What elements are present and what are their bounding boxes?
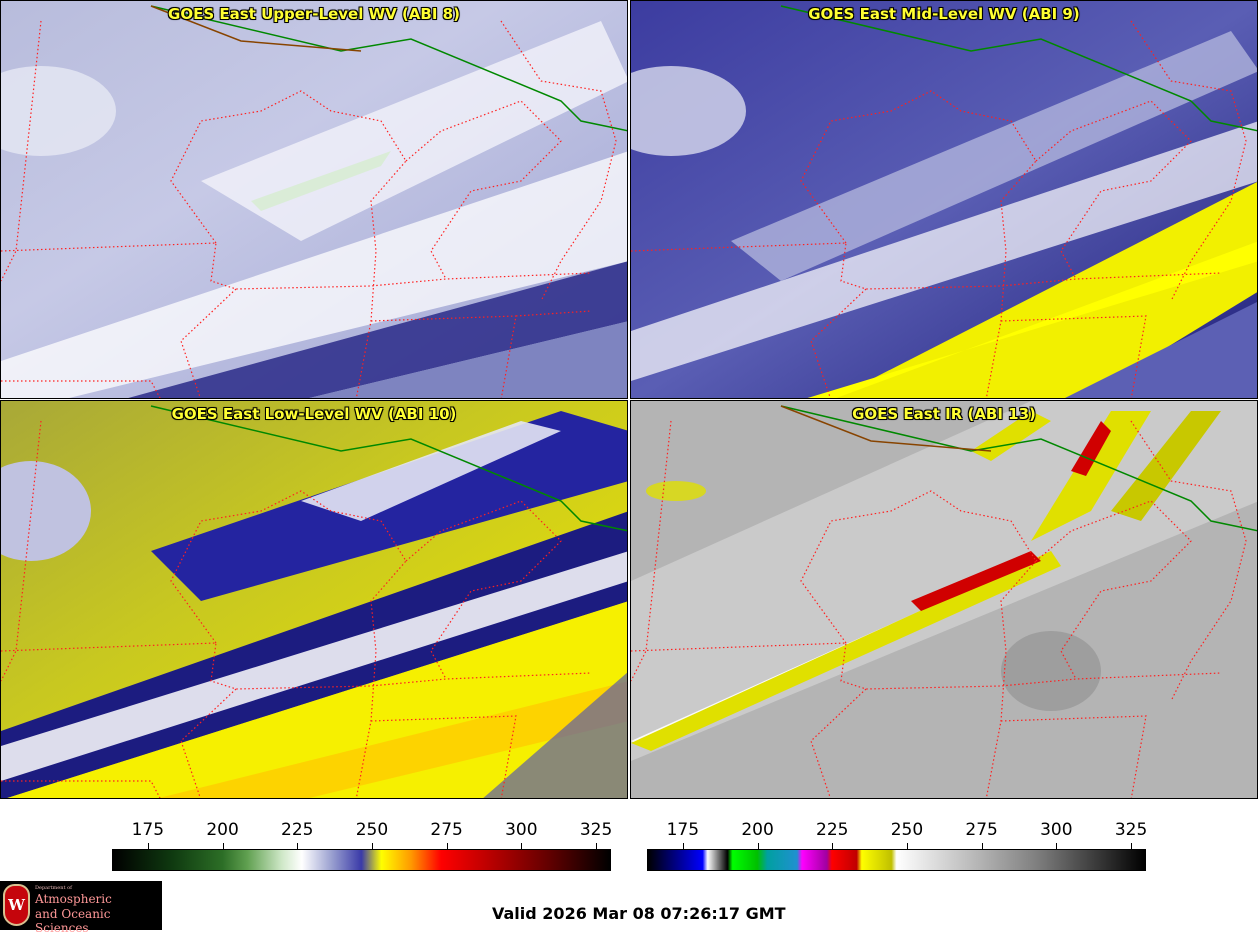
logo-dept: Department of [35,885,72,891]
colorbar-tick-mark [906,843,908,849]
colorbar-tick-label: 250 [355,820,389,840]
colorbar-tick-mark [1056,843,1058,849]
colorbar-tick-mark [682,843,684,849]
panel-upper-level-wv: GOES East Upper-Level WV (ABI 8) [0,0,628,399]
colorbar-tick-mark [596,843,598,849]
colorbar-tick-mark [757,843,759,849]
panel-low-level-wv: GOES East Low-Level WV (ABI 10) [0,400,628,799]
colorbar-tick-label: 325 [579,820,613,840]
colorbar-tick-mark [1131,843,1133,849]
colorbar-tick-mark [222,843,224,849]
valid-time: Valid 2026 Mar 08 07:26:17 GMT [492,904,786,923]
colorbar-tick-label: 300 [1040,820,1073,840]
colorbar-tick-label: 325 [1114,820,1148,840]
upper-level-wv-image [1,1,627,398]
colorbar-tick-label: 200 [206,820,239,840]
colorbar-tick-mark [297,843,299,849]
panel-ir: GOES East IR (ABI 13) [630,400,1258,799]
panel-title: GOES East IR (ABI 13) [852,405,1036,423]
colorbar-tick-mark [371,843,373,849]
colorbar-tick-label: 175 [666,820,700,840]
panel-title: GOES East Upper-Level WV (ABI 8) [168,5,460,23]
wv-colorbar [112,849,611,871]
colorbar-tick-label: 250 [890,820,924,840]
aos-logo: W Department of Atmospheric and Oceanic … [0,881,162,935]
ir-image [631,401,1257,798]
colorbar-tick-label: 275 [965,820,998,840]
colorbar-tick-label: 300 [505,820,538,840]
panel-mid-level-wv: GOES East Mid-Level WV (ABI 9) [630,0,1258,399]
colorbar-tick-mark [147,843,149,849]
colorbar-tick-label: 225 [281,820,314,840]
uw-crest-icon: W [3,884,30,926]
colorbar-tick-mark [446,843,448,849]
panel-title: GOES East Low-Level WV (ABI 10) [171,405,457,423]
panel-title: GOES East Mid-Level WV (ABI 9) [808,5,1080,23]
mid-level-wv-image [631,1,1257,398]
colorbar-tick-label: 225 [816,820,849,840]
colorbar-tick-label: 275 [430,820,463,840]
colorbar-tick-mark [981,843,983,849]
ir-colorbar [647,849,1146,871]
colorbar-tick-mark [521,843,523,849]
colorbar-tick-label: 200 [741,820,774,840]
colorbar-tick-mark [832,843,834,849]
low-level-wv-image [1,401,627,798]
logo-line1: Atmospheric [35,892,112,906]
colorbar-tick-label: 175 [131,820,165,840]
logo-line2: and Oceanic Sciences [35,907,111,935]
